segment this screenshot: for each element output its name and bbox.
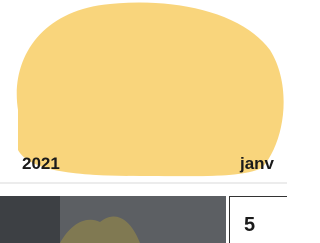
- background-art: [0, 0, 287, 243]
- year-label: 2021: [22, 154, 60, 174]
- yellow-blob: [17, 3, 284, 177]
- page: 2021 janv 5 (() => { const data = JSON.p…: [0, 0, 287, 243]
- day-box[interactable]: [230, 197, 288, 243]
- month-label: janv: [240, 154, 274, 174]
- day-number[interactable]: 5: [244, 214, 255, 237]
- thumbnail-shade: [0, 196, 60, 243]
